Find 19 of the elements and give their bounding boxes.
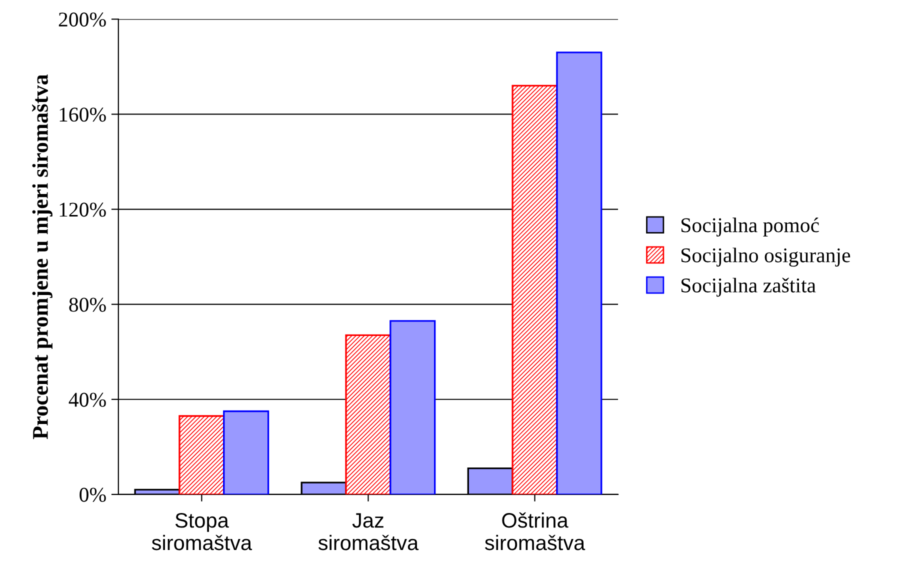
bar: [556, 52, 602, 494]
legend-label: Socijalna zaštita: [682, 278, 816, 297]
x-tick-label: Oštrina siromaštva: [484, 512, 586, 550]
bar: [178, 415, 225, 494]
bar: [223, 410, 270, 494]
y-tick-label: 80%: [69, 298, 106, 312]
y-axis-title: Procenat promjene u mjeri siromaštva: [32, 74, 52, 440]
bar: [390, 320, 436, 494]
y-tick-label: 40%: [68, 392, 106, 407]
bar: [345, 334, 392, 494]
y-tick-label: 120%: [60, 202, 106, 217]
x-tick-label: Stopa siromaštva: [152, 513, 252, 550]
legend-label: Socijalno osiguranje: [682, 248, 850, 267]
y-tick-label: 0%: [80, 488, 106, 502]
legend-label: Socijalna pomoć: [682, 218, 819, 237]
bar: [512, 84, 558, 494]
y-tick-label: 160%: [60, 108, 106, 122]
y-tick-label: 200%: [58, 12, 106, 27]
x-tick-label: Jaz siromaštva: [318, 513, 419, 550]
